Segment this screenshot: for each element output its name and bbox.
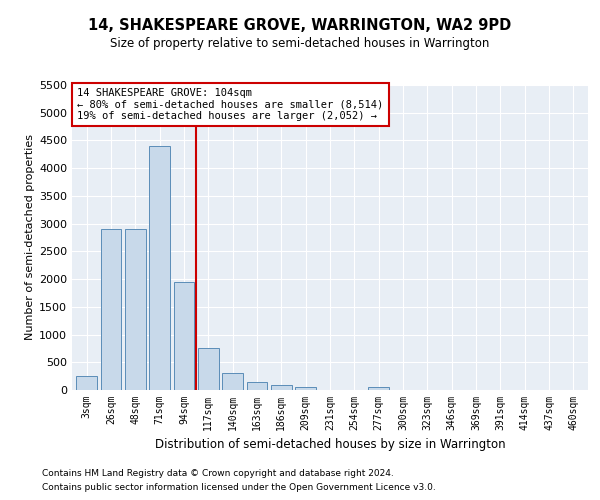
Text: Contains HM Land Registry data © Crown copyright and database right 2024.: Contains HM Land Registry data © Crown c… xyxy=(42,468,394,477)
Text: 14 SHAKESPEARE GROVE: 104sqm
← 80% of semi-detached houses are smaller (8,514)
1: 14 SHAKESPEARE GROVE: 104sqm ← 80% of se… xyxy=(77,88,383,121)
Bar xyxy=(247,382,268,390)
Bar xyxy=(101,229,121,390)
Bar xyxy=(198,348,218,390)
Bar xyxy=(125,229,146,390)
Bar xyxy=(368,387,389,390)
Text: Contains public sector information licensed under the Open Government Licence v3: Contains public sector information licen… xyxy=(42,484,436,492)
Bar xyxy=(271,385,292,390)
Text: 14, SHAKESPEARE GROVE, WARRINGTON, WA2 9PD: 14, SHAKESPEARE GROVE, WARRINGTON, WA2 9… xyxy=(88,18,512,32)
Bar xyxy=(222,374,243,390)
Bar xyxy=(295,387,316,390)
Bar xyxy=(149,146,170,390)
Text: Size of property relative to semi-detached houses in Warrington: Size of property relative to semi-detach… xyxy=(110,38,490,51)
Bar xyxy=(173,282,194,390)
Y-axis label: Number of semi-detached properties: Number of semi-detached properties xyxy=(25,134,35,340)
X-axis label: Distribution of semi-detached houses by size in Warrington: Distribution of semi-detached houses by … xyxy=(155,438,505,452)
Bar xyxy=(76,376,97,390)
